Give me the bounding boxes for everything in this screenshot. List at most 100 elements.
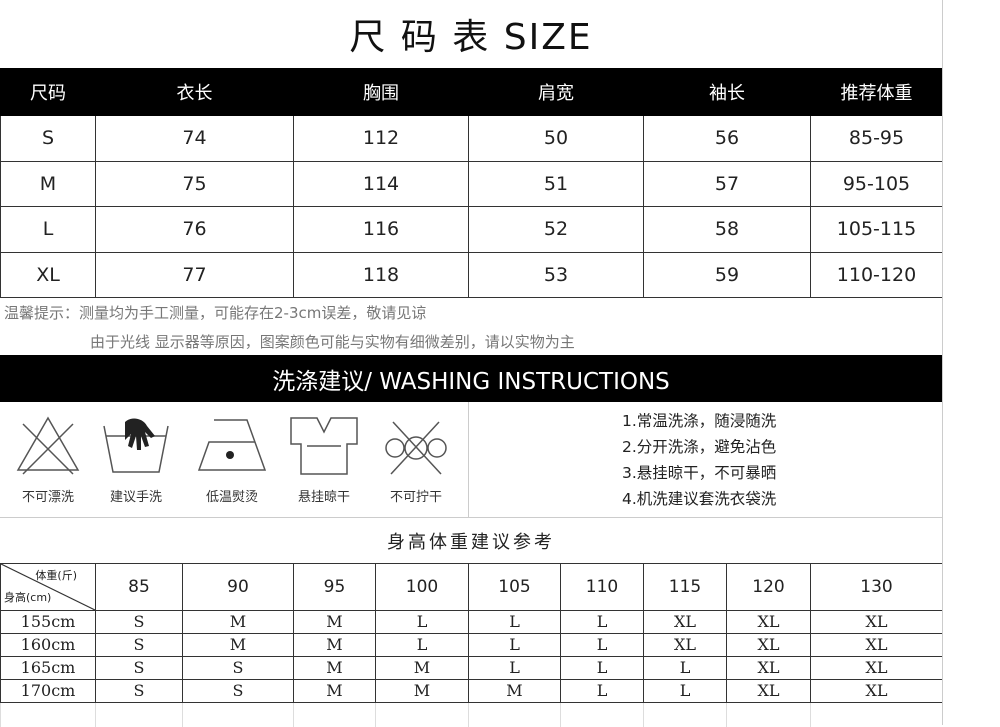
table-cell: 110-120 [810, 251, 943, 298]
empty-row [0, 702, 943, 727]
washing-tips: 1.常温洗涤，随浸随洗 2.分开洗涤，避免沾色 3.悬挂晾干，不可暴晒 4.机洗… [622, 412, 777, 508]
table-row: 170cm S S M M M L L XL XL [0, 679, 943, 703]
weight-header: 130 [810, 563, 943, 611]
size-cell: L [375, 633, 469, 657]
size-cell: L [375, 610, 469, 634]
table-row: XL 77 118 53 59 110-120 [0, 251, 943, 298]
hand-wash-icon: 建议手洗 [96, 414, 176, 505]
column-header: 衣长 [95, 68, 294, 116]
size-cell: L [468, 610, 561, 634]
empty-cell [375, 702, 469, 727]
washing-section: 不可漂洗 建议手洗 低温熨烫 悬挂晾干 不可拧干 1.常温洗涤，随浸随洗 2.分… [0, 402, 942, 518]
empty-cell [560, 702, 644, 727]
table-row: L 76 116 52 58 105-115 [0, 206, 943, 253]
washing-title: 洗涤建议/ WASHING INSTRUCTIONS [0, 355, 942, 402]
table-row: 155cm S M M L L L XL XL XL [0, 610, 943, 634]
table-cell: 52 [468, 206, 644, 253]
empty-cell [0, 702, 96, 727]
table-row: 165cm S S M M L L L XL XL [0, 656, 943, 680]
note-color: 由于光线 显示器等原因，图案颜色可能与实物有细微差别，请以实物为主 [90, 333, 575, 351]
column-header: 尺码 [0, 68, 96, 116]
weight-header: 110 [560, 563, 644, 611]
table-row: M 75 114 51 57 95-105 [0, 160, 943, 207]
empty-cell [468, 702, 561, 727]
low-iron-icon: 低温熨烫 [192, 414, 272, 505]
size-cell: S [182, 656, 294, 680]
diagonal-header-cell: 体重(斤) 身高(cm) [0, 563, 96, 611]
table-cell: 75 [95, 160, 294, 207]
size-cell: XL [810, 656, 943, 680]
size-cell: M [375, 656, 469, 680]
size-cell: S [95, 679, 183, 703]
size-cell: M [293, 656, 376, 680]
size-cell: M [182, 610, 294, 634]
divider [468, 402, 469, 518]
empty-cell [810, 702, 943, 727]
table-cell: 51 [468, 160, 644, 207]
height-cell: 170cm [0, 679, 96, 703]
table-cell: XL [0, 251, 96, 298]
table-cell: 116 [293, 206, 469, 253]
size-cell: XL [810, 610, 943, 634]
table-cell: 58 [643, 206, 811, 253]
table-cell: 95-105 [810, 160, 943, 207]
size-cell: XL [643, 610, 727, 634]
no-bleach-icon: 不可漂洗 [8, 414, 88, 505]
size-cell: L [468, 656, 561, 680]
size-cell: L [560, 610, 644, 634]
table-cell: L [0, 206, 96, 253]
column-header: 胸围 [293, 68, 469, 116]
empty-cell [726, 702, 811, 727]
size-cell: L [560, 656, 644, 680]
size-cell: XL [726, 610, 811, 634]
empty-cell [95, 702, 183, 727]
size-cell: M [182, 633, 294, 657]
reference-title: 身高体重建议参考 [387, 531, 555, 553]
table-cell: 53 [468, 251, 644, 298]
weight-header: 95 [293, 563, 376, 611]
table-cell: 105-115 [810, 206, 943, 253]
weight-header: 85 [95, 563, 183, 611]
height-weight-table: 体重(斤) 身高(cm) 85 90 95 100 105 110 115 120 130 155… [0, 563, 943, 727]
weight-header: 105 [468, 563, 561, 611]
size-cell: L [643, 656, 727, 680]
size-cell: L [560, 633, 644, 657]
size-cell: S [95, 610, 183, 634]
size-cell: XL [726, 679, 811, 703]
table-cell: M [0, 160, 96, 207]
empty-cell [182, 702, 294, 727]
column-header: 推荐体重 [810, 68, 943, 116]
hang-dry-icon: 悬挂晾干 [284, 414, 364, 505]
size-cell: M [293, 679, 376, 703]
size-cell: L [560, 679, 644, 703]
size-cell: S [182, 679, 294, 703]
table-cell: 112 [293, 115, 469, 162]
size-cell: L [643, 679, 727, 703]
empty-cell [293, 702, 376, 727]
column-header: 肩宽 [468, 68, 644, 116]
table-cell: 85-95 [810, 115, 943, 162]
empty-cell [643, 702, 727, 727]
table-cell: 76 [95, 206, 294, 253]
size-cell: M [468, 679, 561, 703]
size-cell: XL [810, 679, 943, 703]
table-cell: S [0, 115, 96, 162]
size-cell: S [95, 633, 183, 657]
table-cell: 50 [468, 115, 644, 162]
table-cell: 59 [643, 251, 811, 298]
page-title: 尺 码 表 SIZE [349, 17, 593, 58]
weight-header: 100 [375, 563, 469, 611]
table-row: 160cm S M M L L L XL XL XL [0, 633, 943, 657]
table-cell: 114 [293, 160, 469, 207]
no-wring-icon: 不可拧干 [376, 414, 456, 505]
table-cell: 74 [95, 115, 294, 162]
size-cell: XL [726, 633, 811, 657]
size-cell: XL [810, 633, 943, 657]
table-cell: 57 [643, 160, 811, 207]
weight-header: 120 [726, 563, 811, 611]
size-cell: M [375, 679, 469, 703]
size-cell: S [95, 656, 183, 680]
height-cell: 160cm [0, 633, 96, 657]
size-cell: XL [726, 656, 811, 680]
size-cell: XL [643, 633, 727, 657]
